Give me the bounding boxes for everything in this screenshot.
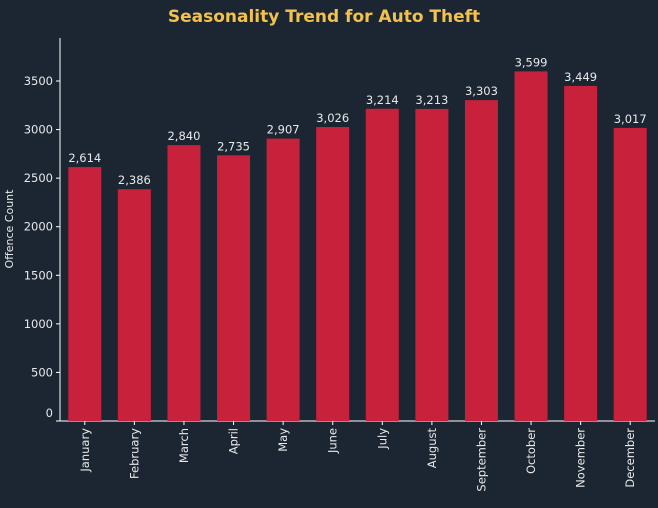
bar — [316, 127, 350, 421]
x-tick-label: October — [524, 428, 538, 474]
bar — [464, 100, 498, 421]
y-axis: 0 500 1000 1500 2000 2500 3000 3500 — [24, 38, 61, 422]
bar — [68, 167, 102, 421]
y-tick-label: 2500 — [24, 171, 53, 185]
x-tick-label: August — [425, 428, 439, 469]
bar-value-label: 3,449 — [564, 70, 597, 84]
bars — [68, 71, 647, 422]
bar — [365, 108, 399, 421]
y-tick-label: 1500 — [24, 268, 53, 282]
bar — [514, 71, 548, 421]
bar — [564, 85, 598, 421]
x-tick-label: May — [276, 428, 290, 452]
y-axis-label: Offence Count — [3, 189, 16, 269]
y-tick-label: 500 — [31, 365, 53, 379]
x-tick-label: September — [474, 428, 488, 492]
bar — [415, 108, 449, 421]
bar — [167, 145, 201, 421]
chart-title: Seasonality Trend for Auto Theft — [168, 7, 480, 27]
bar-value-label: 3,214 — [366, 93, 399, 107]
x-tick-label: December — [623, 428, 637, 488]
bar-value-label: 2,614 — [68, 151, 101, 165]
y-tick-label: 2000 — [24, 220, 53, 234]
x-tick-label: January — [78, 428, 92, 473]
bar-value-label: 3,599 — [515, 55, 548, 69]
y-tick-label: 3000 — [24, 123, 53, 137]
x-tick-label: June — [326, 428, 340, 454]
bar-value-label: 2,840 — [167, 129, 200, 143]
bar-value-label: 3,213 — [415, 93, 448, 107]
bar-value-label: 3,303 — [465, 84, 498, 98]
bar-value-label: 2,907 — [267, 123, 300, 137]
bar — [266, 138, 300, 421]
bar — [613, 127, 647, 422]
y-tick-label: 0 — [46, 406, 53, 420]
x-axis: January February March April May June July Augu… — [60, 420, 655, 492]
bar — [217, 155, 251, 422]
bar-value-label: 3,017 — [614, 112, 647, 126]
bar-value-label: 2,735 — [217, 139, 250, 153]
x-tick-label: July — [375, 428, 389, 450]
y-tick-label: 1000 — [24, 317, 53, 331]
x-tick-label: February — [127, 428, 141, 479]
bar-value-label: 2,386 — [118, 173, 151, 187]
bar — [117, 189, 151, 421]
x-tick-label: November — [574, 428, 588, 488]
bar-value-label: 3,026 — [316, 111, 349, 125]
y-tick-label: 3500 — [24, 74, 53, 88]
x-tick-label: March — [177, 428, 191, 463]
x-tick-label: April — [227, 428, 241, 454]
data-labels: 2,614 2,386 2,840 2,735 2,907 3,026 3,214 3,213… — [68, 55, 646, 187]
